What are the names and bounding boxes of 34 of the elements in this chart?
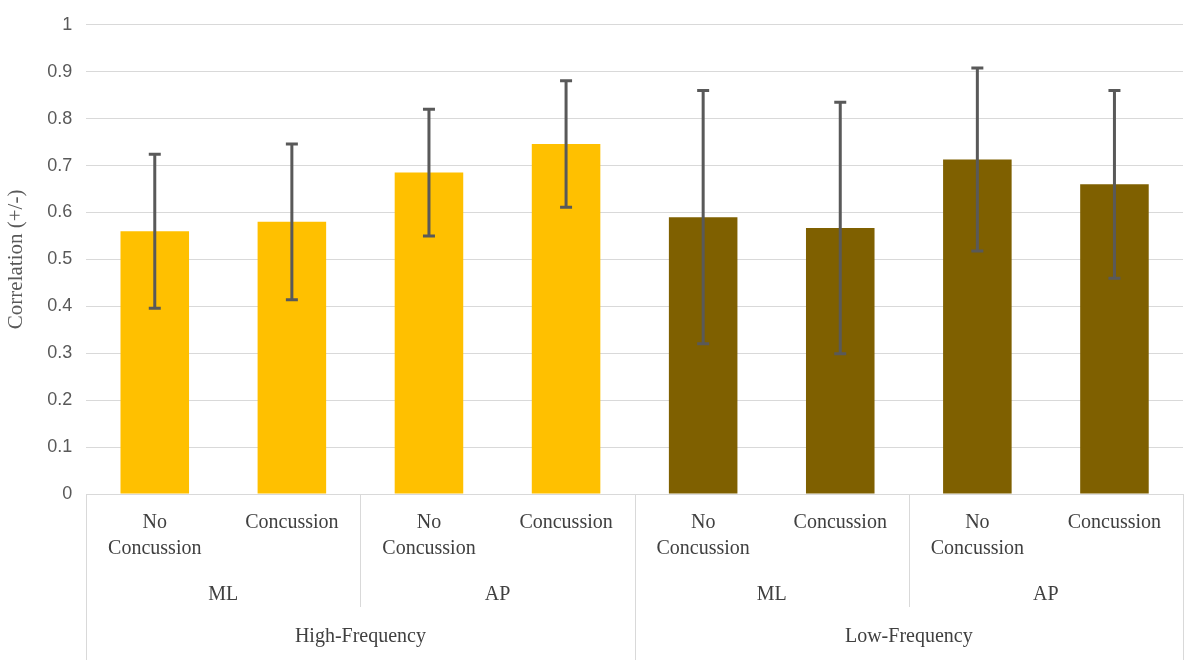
text: Low-Frequency: [844, 624, 973, 648]
x-tick-label: No Concussion: [930, 510, 1025, 559]
text: AP: [1033, 582, 1059, 605]
y-tick-label: 0.2: [47, 389, 73, 410]
bar: [668, 217, 738, 494]
text: High-Frequency: [294, 624, 426, 648]
bar: [531, 143, 601, 494]
x-tick-label: Concussion: [245, 510, 339, 533]
y-tick-label: 0.4: [47, 295, 73, 316]
bar: [120, 231, 190, 494]
y-tick-label: 0.9: [47, 60, 73, 81]
bar: [394, 172, 464, 494]
y-tick-label: 0.6: [47, 201, 73, 222]
y-tick-label: 0.5: [47, 248, 73, 269]
y-tick-label: 1: [62, 13, 73, 34]
x-tick-label: Concussion: [793, 510, 887, 533]
y-tick-label: 0.7: [47, 154, 73, 175]
bar: [943, 159, 1012, 494]
text: AP: [484, 582, 511, 605]
y-tick-label: 0.1: [47, 436, 73, 457]
x-tick-label: Concussion: [1067, 510, 1162, 533]
x-tick-label: No Concussion: [382, 510, 476, 559]
y-tick-label: 0.8: [47, 107, 73, 128]
text: ML: [756, 582, 787, 605]
x-tick-label: No Concussion: [108, 510, 202, 559]
text: ML: [208, 582, 239, 605]
bar: [257, 221, 327, 494]
bar: [805, 227, 875, 494]
y-tick-label: 0.3: [47, 342, 73, 363]
y-tick-label: 0: [62, 482, 73, 503]
x-tick-label: Concussion: [519, 510, 613, 533]
bar: [1080, 184, 1149, 494]
x-tick-label: No Concussion: [656, 510, 750, 559]
y-axis-title: Correlation (+/-): [3, 189, 28, 330]
